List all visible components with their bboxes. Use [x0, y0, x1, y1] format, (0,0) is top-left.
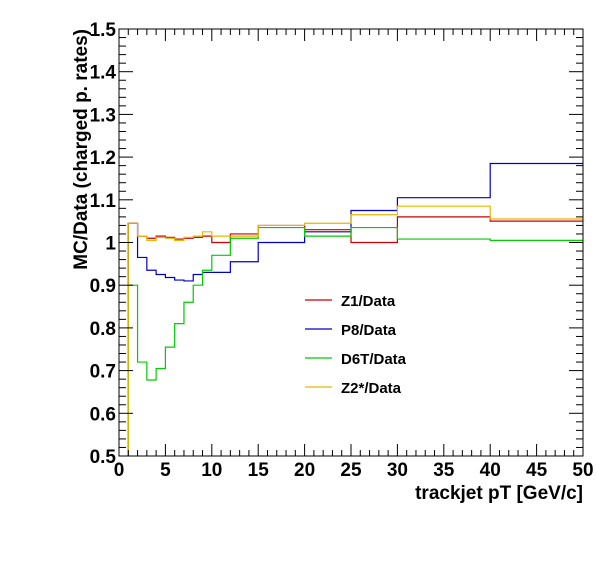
y-tick-label: 1.1	[90, 191, 117, 212]
legend-label: D6T/Data	[341, 351, 407, 368]
x-tick-label: 10	[201, 460, 222, 481]
y-tick-label: 0.5	[90, 447, 117, 468]
legend-label: P8/Data	[341, 322, 397, 339]
y-tick-label: 1.2	[90, 148, 116, 169]
x-tick-label: 5	[160, 460, 171, 481]
series-line-4	[127, 205, 583, 456]
legend-label: Z1/Data	[341, 293, 396, 310]
legend-label: Z2*/Data	[341, 380, 402, 397]
y-tick-label: 0.8	[90, 319, 116, 340]
x-tick-label: 40	[480, 460, 501, 481]
ticks-layer: 0 5 10 15 20 25 30 35 40 45 50 0.5 0.6 0.7 0.8 0.9 1 1.1 1…	[90, 20, 594, 481]
y-axis-title: MC/Data (charged p. rates)	[71, 29, 92, 270]
series-line-2	[127, 162, 583, 456]
x-tick-label: 50	[572, 460, 593, 481]
y-tick-label: 1.5	[90, 20, 117, 41]
series-line-1	[127, 216, 583, 456]
x-tick-label: 15	[248, 460, 270, 481]
x-tick-label: 25	[340, 460, 362, 481]
y-tick-label: 1.4	[90, 63, 117, 84]
x-tick-label: 20	[294, 460, 315, 481]
y-tick-label: 0.6	[90, 404, 116, 425]
y-tick-label: 0.9	[90, 276, 116, 297]
y-tick-label: 1.3	[90, 105, 116, 126]
series-line-3	[127, 226, 583, 456]
x-tick-label: 45	[526, 460, 548, 481]
series-layer	[127, 162, 583, 456]
x-tick-label: 35	[433, 460, 455, 481]
y-tick-label: 1	[105, 234, 116, 255]
y-tick-label: 0.7	[90, 362, 116, 383]
x-tick-label: 30	[387, 460, 408, 481]
x-tick-label: 0	[114, 460, 125, 481]
legend: Z1/Data P8/Data D6T/Data Z2*/Data	[305, 293, 407, 397]
x-axis-title: trackjet pT [GeV/c]	[415, 483, 583, 504]
